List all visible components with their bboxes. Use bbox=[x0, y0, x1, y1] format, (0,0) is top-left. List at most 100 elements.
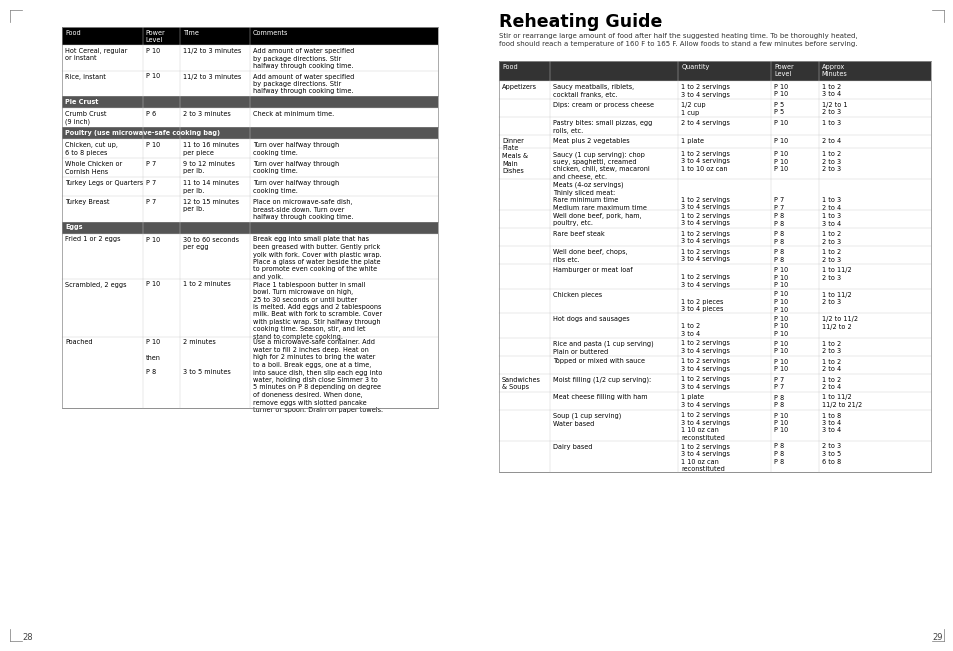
Text: P 10
P 10
P 10: P 10 P 10 P 10 bbox=[773, 151, 787, 172]
Text: Dips: cream or process cheese: Dips: cream or process cheese bbox=[553, 102, 654, 108]
Text: Stir or rearrange large amount of food after half the suggested heating time. To: Stir or rearrange large amount of food a… bbox=[498, 33, 857, 47]
Text: 1 to 2 servings
3 to 4 servings: 1 to 2 servings 3 to 4 servings bbox=[680, 340, 729, 354]
Text: Power
Level: Power Level bbox=[773, 64, 793, 77]
Text: Pastry bites: small pizzas, egg
rolls, etc.: Pastry bites: small pizzas, egg rolls, e… bbox=[553, 120, 652, 133]
Text: 1 to 2
3 to 4: 1 to 2 3 to 4 bbox=[821, 84, 840, 98]
Text: Crumb Crust
(9 inch): Crumb Crust (9 inch) bbox=[65, 111, 107, 125]
Bar bbox=[62, 108, 437, 127]
Text: Soup (1 cup serving)
Water based: Soup (1 cup serving) Water based bbox=[553, 413, 620, 426]
Bar bbox=[62, 177, 437, 196]
Text: P 10: P 10 bbox=[146, 48, 160, 54]
Text: 2 to 3
3 to 5
6 to 8: 2 to 3 3 to 5 6 to 8 bbox=[821, 443, 840, 465]
Text: P 10: P 10 bbox=[773, 138, 787, 144]
Text: Check at minimum time.: Check at minimum time. bbox=[253, 111, 334, 117]
Text: Eggs: Eggs bbox=[65, 224, 82, 230]
Bar bbox=[498, 409, 930, 441]
Text: 9 to 12 minutes
per lb.: 9 to 12 minutes per lb. bbox=[183, 161, 235, 174]
Text: P 10: P 10 bbox=[146, 281, 160, 288]
Text: P 5
P 5: P 5 P 5 bbox=[773, 102, 783, 115]
Text: 1 to 2 servings
3 to 4 servings
1 10 oz can
reconstituted: 1 to 2 servings 3 to 4 servings 1 10 oz … bbox=[680, 443, 729, 472]
Text: Appetizers: Appetizers bbox=[501, 84, 537, 90]
Text: P 10

then

P 8: P 10 then P 8 bbox=[146, 340, 160, 376]
Bar bbox=[62, 127, 437, 139]
Text: 28: 28 bbox=[22, 633, 32, 642]
Text: Quantity: Quantity bbox=[680, 64, 709, 70]
Bar bbox=[62, 279, 437, 337]
Text: 1 to 2 servings
3 to 4 servings: 1 to 2 servings 3 to 4 servings bbox=[680, 376, 729, 390]
Text: Rare beef steak: Rare beef steak bbox=[553, 231, 604, 237]
Bar bbox=[498, 135, 930, 148]
Bar bbox=[498, 337, 930, 355]
Text: Sandwiches
& Soups: Sandwiches & Soups bbox=[501, 376, 540, 390]
Text: 12 to 15 minutes
per lb.: 12 to 15 minutes per lb. bbox=[183, 199, 239, 212]
Text: P 10: P 10 bbox=[146, 236, 160, 243]
Text: 1 to 2 servings
3 to 4 servings: 1 to 2 servings 3 to 4 servings bbox=[680, 267, 729, 288]
Text: 1 to 8
3 to 4
3 to 4: 1 to 8 3 to 4 3 to 4 bbox=[821, 413, 840, 434]
Text: 1 to 2 minutes: 1 to 2 minutes bbox=[183, 281, 231, 288]
Text: Turn over halfway through
cooking time.: Turn over halfway through cooking time. bbox=[253, 142, 338, 156]
Text: 1 plate: 1 plate bbox=[680, 138, 703, 144]
Text: 11/2 to 3 minutes: 11/2 to 3 minutes bbox=[183, 74, 241, 79]
Bar bbox=[62, 70, 437, 96]
Text: 1/2 to 11/2
11/2 to 2: 1/2 to 11/2 11/2 to 2 bbox=[821, 316, 857, 329]
Text: P 10: P 10 bbox=[146, 74, 160, 79]
Text: P 7: P 7 bbox=[146, 199, 155, 205]
Text: P 8
P 8: P 8 P 8 bbox=[773, 249, 783, 262]
Text: Break egg into small plate that has
been greased with butter. Gently prick
yolk : Break egg into small plate that has been… bbox=[253, 236, 381, 280]
Text: Poultry (use microwave-safe cooking bag): Poultry (use microwave-safe cooking bag) bbox=[65, 130, 220, 135]
Bar bbox=[498, 99, 930, 117]
Text: Moist filling (1/2 cup serving):: Moist filling (1/2 cup serving): bbox=[553, 376, 651, 383]
Text: Hot Cereal, regular
or instant: Hot Cereal, regular or instant bbox=[65, 48, 128, 61]
Text: P 7: P 7 bbox=[146, 161, 155, 167]
Text: P 7: P 7 bbox=[146, 180, 155, 186]
Text: P 8
P 8
P 8: P 8 P 8 P 8 bbox=[773, 443, 783, 465]
Bar bbox=[498, 313, 930, 337]
Text: P 8
P 8: P 8 P 8 bbox=[773, 231, 783, 245]
Text: 1 to 2 servings
3 to 4 servings: 1 to 2 servings 3 to 4 servings bbox=[680, 182, 729, 210]
Bar bbox=[498, 355, 930, 374]
Text: Turn over halfway through
cooking time.: Turn over halfway through cooking time. bbox=[253, 161, 338, 174]
Text: Rice, instant: Rice, instant bbox=[65, 74, 106, 79]
Text: 11 to 16 minutes
per piece: 11 to 16 minutes per piece bbox=[183, 142, 239, 156]
Bar bbox=[498, 61, 930, 81]
Text: Meats (4-oz servings)
Thinly sliced meat:
Rare minimum time
Medium rare maximum : Meats (4-oz servings) Thinly sliced meat… bbox=[553, 182, 646, 211]
Text: P 10: P 10 bbox=[146, 142, 160, 148]
Text: P 10
P 10
P 10: P 10 P 10 P 10 bbox=[773, 413, 787, 434]
Text: 2 to 4 servings: 2 to 4 servings bbox=[680, 120, 729, 126]
Text: P 8
P 8: P 8 P 8 bbox=[773, 213, 783, 227]
Text: Saucy meatballs, riblets,
cocktail franks, etc.: Saucy meatballs, riblets, cocktail frank… bbox=[553, 84, 634, 98]
Text: Pie Crust: Pie Crust bbox=[65, 98, 98, 105]
Bar bbox=[498, 228, 930, 246]
Text: 1 to 2 servings
3 to 4 servings: 1 to 2 servings 3 to 4 servings bbox=[680, 249, 729, 262]
Bar bbox=[498, 61, 930, 471]
Text: Dinner
Plate
Meals &
Main
Dishes: Dinner Plate Meals & Main Dishes bbox=[501, 138, 527, 174]
Text: 11 to 14 minutes
per lb.: 11 to 14 minutes per lb. bbox=[183, 180, 239, 193]
Bar bbox=[62, 234, 437, 279]
Text: Place 1 tablespoon butter in small
bowl. Turn microwave on high,
25 to 30 second: Place 1 tablespoon butter in small bowl.… bbox=[253, 281, 382, 340]
Text: 1 to 3: 1 to 3 bbox=[821, 120, 840, 126]
Text: Fried 1 or 2 eggs: Fried 1 or 2 eggs bbox=[65, 236, 120, 243]
Text: P 10
P 10: P 10 P 10 bbox=[773, 359, 787, 372]
Text: Approx
Minutes: Approx Minutes bbox=[821, 64, 846, 77]
Text: Turkey Legs or Quarters: Turkey Legs or Quarters bbox=[65, 180, 143, 186]
Text: 1 to 2
2 to 4: 1 to 2 2 to 4 bbox=[821, 376, 840, 390]
Text: 1 to 2 servings
3 to 4 servings
1 10 oz can
reconstituted: 1 to 2 servings 3 to 4 servings 1 10 oz … bbox=[680, 413, 729, 441]
Bar bbox=[62, 27, 437, 45]
Text: 1 to 2
2 to 3: 1 to 2 2 to 3 bbox=[821, 340, 840, 354]
Text: Meat cheese filling with ham: Meat cheese filling with ham bbox=[553, 395, 647, 400]
Text: Hot dogs and sausages: Hot dogs and sausages bbox=[553, 316, 629, 322]
Bar bbox=[62, 158, 437, 177]
Text: Power
Level: Power Level bbox=[146, 30, 166, 44]
Text: Meat plus 2 vegetables: Meat plus 2 vegetables bbox=[553, 138, 629, 144]
Text: P 8
P 8: P 8 P 8 bbox=[773, 395, 783, 408]
Text: P 10
P 10: P 10 P 10 bbox=[773, 340, 787, 354]
Text: 1 to 11/2
11/2 to 21/2: 1 to 11/2 11/2 to 21/2 bbox=[821, 395, 861, 408]
Text: 2 to 4: 2 to 4 bbox=[821, 138, 840, 144]
Text: Rice and pasta (1 cup serving)
Plain or buttered: Rice and pasta (1 cup serving) Plain or … bbox=[553, 340, 653, 355]
Text: 1 to 2
2 to 3: 1 to 2 2 to 3 bbox=[821, 231, 840, 245]
Bar bbox=[62, 139, 437, 158]
Text: Turn over halfway through
cooking time.: Turn over halfway through cooking time. bbox=[253, 180, 338, 193]
Bar bbox=[62, 27, 437, 408]
Text: Food: Food bbox=[501, 64, 517, 70]
Text: Food: Food bbox=[65, 30, 81, 36]
